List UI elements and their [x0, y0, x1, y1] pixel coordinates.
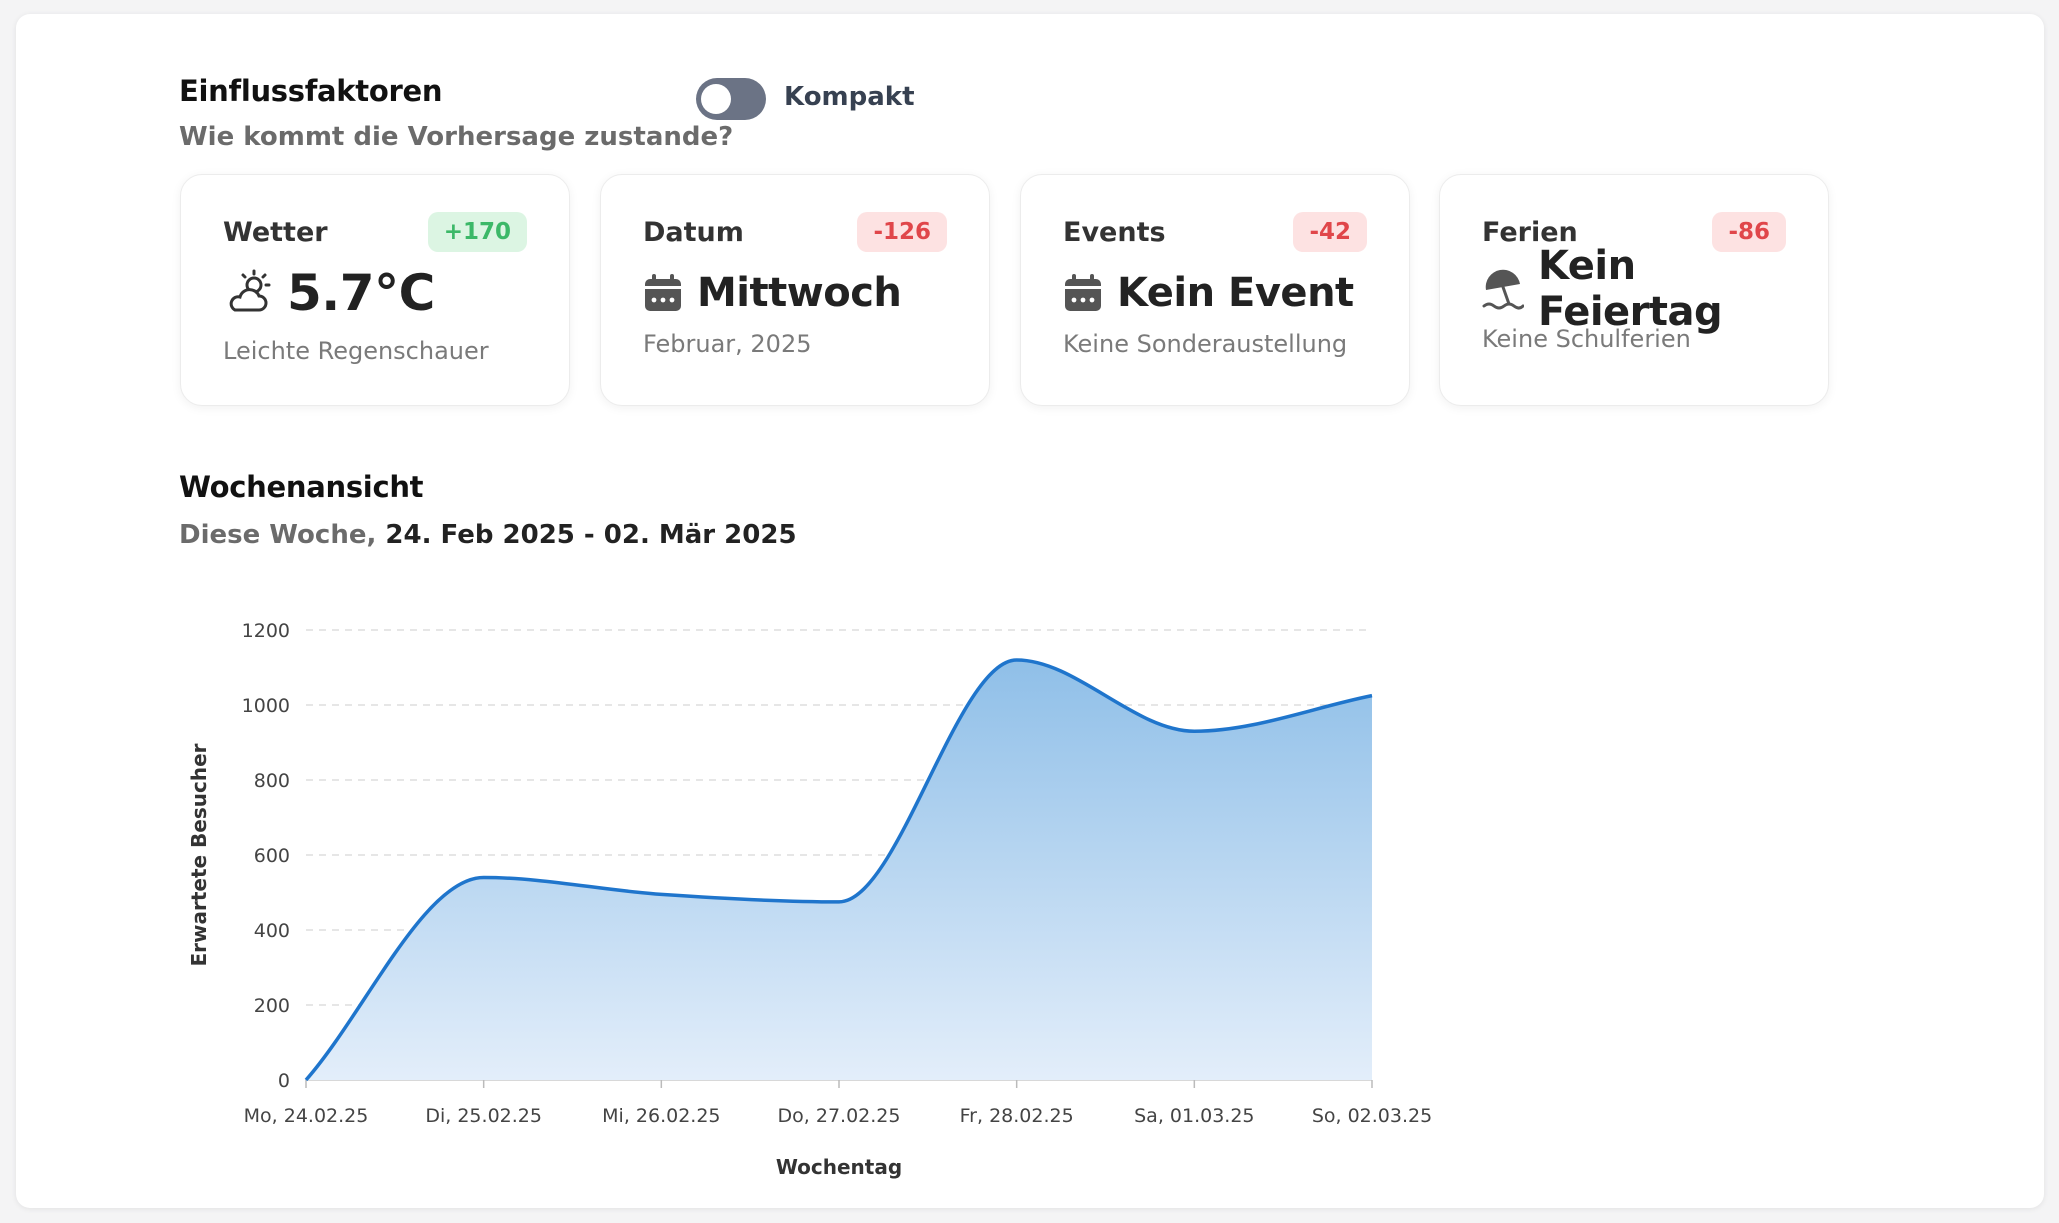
x-axis-title: Wochentag [776, 1155, 902, 1179]
y-tick-label: 1200 [242, 620, 290, 642]
x-tick-label: Sa, 01.03.25 [1134, 1105, 1254, 1127]
y-tick-label: 400 [254, 920, 290, 942]
week-chart: 0 200 400 600 800 1000 1200 Mo, 24.02.25 Di, 25.… [176, 574, 1476, 1194]
card-subtext: Keine Schulferien [1482, 325, 1691, 353]
event-value: Kein Event [1117, 270, 1354, 316]
beach-umbrella-icon [1482, 268, 1524, 310]
calendar-icon [643, 273, 683, 313]
card-title: Ferien [1482, 217, 1578, 248]
compact-toggle-label[interactable]: Kompakt [784, 82, 915, 112]
factors-subtitle: Wie kommt die Vorhersage zustande? [179, 122, 734, 152]
card-subtext: Februar, 2025 [643, 330, 812, 358]
card-title: Events [1063, 217, 1166, 248]
week-date-range: 24. Feb 2025 - 02. Mär 2025 [385, 520, 797, 550]
impact-badge: -42 [1293, 212, 1367, 252]
impact-badge: +170 [427, 212, 527, 252]
y-tick-label: 1000 [242, 695, 290, 717]
date-weekday: Mittwoch [697, 270, 902, 316]
y-tick-label: 0 [278, 1070, 290, 1092]
y-axis-title: Erwartete Besucher [187, 743, 211, 966]
holiday-value: Kein Feiertag [1538, 243, 1723, 335]
toggle-knob [701, 84, 731, 114]
card-subtext: Keine Sonderaustellung [1063, 330, 1348, 358]
card-subtext: Leichte Regenschauer [223, 337, 489, 365]
card-title: Datum [643, 217, 744, 248]
series-line [304, 658, 1373, 1082]
factor-card-events: Events -42 Kein Event Keine Sonderaustel… [1020, 174, 1410, 406]
y-tick-label: 600 [254, 845, 290, 867]
impact-badge: -86 [1712, 212, 1786, 252]
x-tick-label: Do, 27.02.25 [778, 1105, 901, 1127]
factor-card-weather: Wetter +170 5.7°C Leichte Regenschauer [180, 174, 570, 406]
week-subtitle-prefix: Diese Woche, [179, 520, 377, 550]
factors-title: Einflussfaktoren [179, 74, 443, 108]
cloud-sun-icon [223, 268, 273, 318]
calendar-icon [1063, 273, 1103, 313]
card-title: Wetter [223, 217, 328, 248]
x-tick-label: Di, 25.02.25 [425, 1105, 542, 1127]
x-tick-label: Mi, 26.02.25 [602, 1105, 720, 1127]
x-tick-label: Fr, 28.02.25 [960, 1105, 1074, 1127]
week-chart-svg: 0 200 400 600 800 1000 1200 Mo, 24.02.25 Di, 25.… [187, 620, 1432, 1179]
weather-temperature: 5.7°C [287, 264, 435, 322]
x-tick-label: So, 02.03.25 [1312, 1105, 1432, 1127]
compact-toggle[interactable] [696, 78, 766, 120]
factor-card-date: Datum -126 Mittwoch Februar, 2025 [600, 174, 990, 406]
impact-badge: -126 [857, 212, 947, 252]
forecast-panel: Einflussfaktoren Wie kommt die Vorhersag… [16, 14, 2044, 1208]
y-tick-label: 800 [254, 770, 290, 792]
week-title: Wochenansicht [179, 470, 424, 504]
area-fill [306, 660, 1372, 1080]
factor-card-holidays: Ferien -86 Kein Feiertag Keine Schulferi… [1439, 174, 1829, 406]
week-subtitle: Diese Woche, 24. Feb 2025 - 02. Mär 2025 [179, 520, 797, 550]
x-tick-label: Mo, 24.02.25 [244, 1105, 369, 1127]
y-tick-label: 200 [254, 995, 290, 1017]
